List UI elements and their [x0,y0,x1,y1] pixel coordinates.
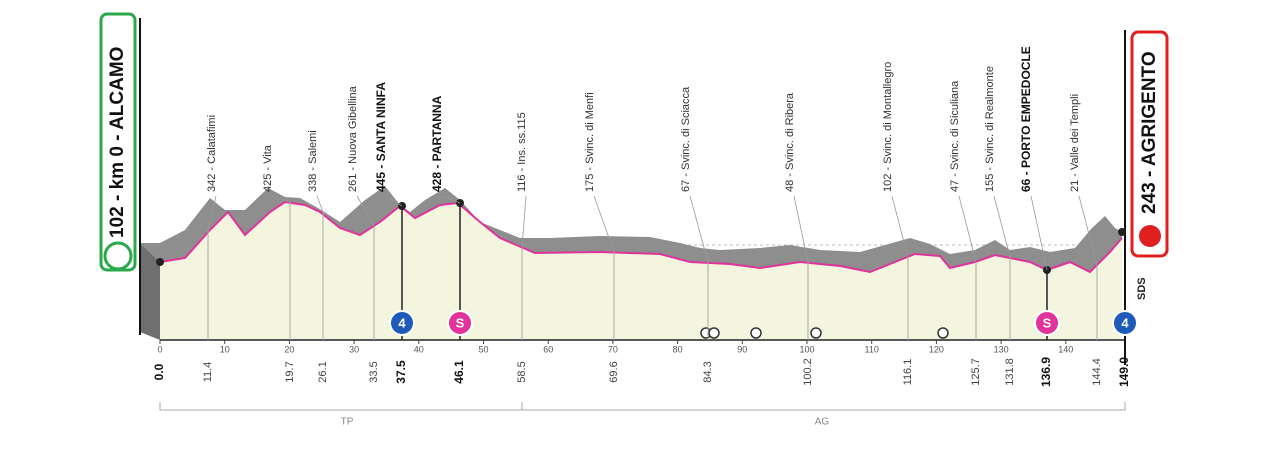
distance-label: 136.9 [1039,357,1053,387]
waypoint-leader [207,195,217,231]
km-tick-label: 100 [799,344,814,354]
road-line [159,200,1123,274]
waypoint-leader [958,195,977,263]
sds-label: SDS [1136,277,1148,300]
waypoint-label: 48 - Svinc. di Ribera [784,92,796,192]
waypoint-label: 342 - Calatafimi [206,115,218,192]
badge [447,310,473,336]
distance-label: 33.5 [368,361,380,382]
km-tick-label: 80 [673,344,683,354]
distance-label: 100.2 [802,358,814,386]
waypoint-label: 47 - Svinc. di Siculiana [949,80,961,192]
waypoint-label: 425 - Vita [262,144,274,192]
finish-box [1130,30,1169,258]
badge-label: S [1043,315,1052,330]
waypoint-leader [441,195,461,204]
profile-ground [160,202,1122,340]
waypoint-leader [356,195,375,227]
waypoint-leader [593,195,615,253]
waypoint-label: 338 - Salemi [307,130,319,192]
badge-label: S [456,315,465,330]
km-tick-label: 130 [994,344,1009,354]
waypoint-label: 155 - Svinc. di Realmonte [984,66,996,192]
waypoint-leader [689,195,709,263]
distance-label: 19.7 [284,361,296,382]
distance-label: 149.0 [1117,357,1131,387]
km-tick-label: 70 [608,344,618,354]
distance-label: 46.1 [452,360,466,384]
waypoint-label: 175 - Svinc. di Menfi [584,92,596,192]
badge [1034,310,1060,336]
badge-label: 4 [1121,315,1129,330]
km-tick-label: 40 [414,344,424,354]
waypoint-label: 445 - SANTA NINFA [374,82,388,192]
badge-label: 4 [398,315,406,330]
province-label: AG [815,417,830,428]
waypoint-label: 102 - Svinc. di Montallegro [882,62,894,192]
waypoint-leader [993,195,1011,258]
waypoint-label: 116 - Ins. ss.115 [516,112,528,192]
waypoint-leader [271,195,291,203]
waypoint-label: 66 - PORTO EMPEDOCLE [1019,46,1033,192]
distance-label: 69.6 [608,361,620,382]
waypoint-leader [385,195,403,207]
waypoint-label: 261 - Nuova Gibellina [347,85,359,192]
waypoint-leader [1078,195,1098,266]
km-tick-label: 30 [349,344,359,354]
waypoint-label: 67 - Svinc. di Sciacca [680,86,692,192]
waypoint-leader [521,195,527,249]
waypoint-leader [891,195,909,259]
finish-icon [1139,225,1161,247]
finish-dot [1118,228,1126,236]
km-tick-label: 110 [865,344,879,354]
distance-label: 11.4 [202,362,214,383]
waypoint-leader [793,195,809,263]
waypoint-label: 21 - Valle dei Templi [1069,94,1081,192]
start-dot [156,258,164,266]
distance-label: 144.4 [1091,358,1103,386]
profile-wall [140,243,160,340]
badge [389,310,415,336]
province-bracket [159,402,1126,411]
distance-label: 26.1 [317,361,329,382]
distance-label: 131.8 [1004,358,1016,386]
distance-label: 84.3 [702,361,714,382]
start-label: 102 - km 0 - ALCAMO [107,47,128,238]
km-tick-label: 90 [737,344,747,354]
distance-label: 58.5 [516,361,528,382]
km-tick-label: 140 [1058,344,1073,354]
distance-label: 116.1 [902,359,914,386]
distance-label: 125.7 [970,358,982,386]
finish-label: 243 - AGRIGENTO [1139,51,1160,214]
distance-label: 0.0 [152,363,166,380]
waypoint-leader [316,195,324,213]
profile-side [140,186,1122,272]
waypoint-label: 428 - PARTANNA [430,95,444,192]
km-tick-label: 50 [478,344,488,354]
km-tick-label: 20 [284,344,294,354]
km-tick-label: 0 [157,344,162,354]
start-icon [103,241,133,271]
km-tick-label: 60 [543,344,553,354]
distance-label: 37.5 [394,360,408,384]
waypoint-leader [1030,195,1048,271]
badge [1112,310,1138,336]
km-tick-label: 10 [220,344,230,354]
km-tick-label: 120 [929,344,944,354]
province-label: TP [341,417,354,428]
